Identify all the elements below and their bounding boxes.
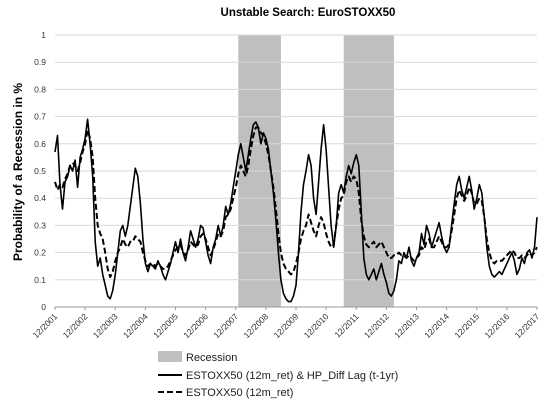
series-lines <box>54 118 538 303</box>
series-line-estoxx50-hp-diff-lag <box>54 118 538 303</box>
y-tick-label: 0.5 <box>34 166 46 176</box>
x-tick-label: 12/2008 <box>241 311 270 340</box>
legend-item-series2: ESTOXX50 (12m_ret) <box>158 387 293 399</box>
x-tick-label: 12/2002 <box>61 311 90 340</box>
y-tick-label: 0.6 <box>34 139 46 149</box>
series-line-estoxx50-12m-ret <box>54 126 538 279</box>
y-tick-label: 0.7 <box>34 112 46 122</box>
x-tick-label: 12/2015 <box>452 311 481 340</box>
x-tick-label: 12/2011 <box>332 311 361 340</box>
chart-title: Unstable Search: EuroSTOXX50 <box>221 7 396 19</box>
x-tick-label: 12/2005 <box>151 311 180 340</box>
legend-item-series1: ESTOXX50 (12m_ret) & HP_Diff Lag (t-1yr) <box>158 370 398 382</box>
x-tick-label: 12/2007 <box>211 311 240 340</box>
y-tick-label: 0.9 <box>34 57 46 67</box>
x-tick-label: 12/2017 <box>513 311 542 340</box>
y-axis-ticks: 0 0.1 0.2 0.3 0.4 0.5 0.6 0.7 0.8 0.9 1 <box>34 30 46 312</box>
x-tick-label: 12/2003 <box>91 311 120 340</box>
x-axis-ticks: 12/2001 12/2002 12/2003 12/2004 12/2005 12/20… <box>31 307 542 340</box>
y-tick-label: 0.8 <box>34 84 46 94</box>
x-tick-label: 12/2006 <box>181 311 210 340</box>
y-axis-label: Probability of a Recession in % <box>11 83 25 261</box>
x-tick-label: 12/2004 <box>121 311 150 340</box>
x-tick-label: 12/2009 <box>272 311 301 340</box>
x-tick-label: 12/2001 <box>31 311 60 340</box>
legend-label-series1: ESTOXX50 (12m_ret) & HP_Diff Lag (t-1yr) <box>186 370 398 382</box>
x-tick-label: 12/2012 <box>362 311 391 340</box>
x-tick-label: 12/2013 <box>392 311 421 340</box>
legend-item-recession: Recession <box>158 351 237 364</box>
y-tick-label: 0.4 <box>34 193 46 203</box>
legend-swatch-recession <box>158 351 182 362</box>
x-tick-label: 12/2010 <box>302 311 331 340</box>
x-tick-label: 12/2016 <box>482 311 511 340</box>
y-tick-label: 0.2 <box>34 248 46 258</box>
y-tick-label: 0.3 <box>34 220 46 230</box>
y-tick-label: 0.1 <box>34 275 46 285</box>
legend-label-series2: ESTOXX50 (12m_ret) <box>186 387 293 399</box>
y-tick-label: 0 <box>41 302 46 312</box>
x-tick-label: 12/2014 <box>422 311 451 340</box>
y-tick-label: 1 <box>41 30 46 40</box>
legend-label-recession: Recession <box>186 352 237 364</box>
legend: Recession ESTOXX50 (12m_ret) & HP_Diff L… <box>158 351 398 399</box>
